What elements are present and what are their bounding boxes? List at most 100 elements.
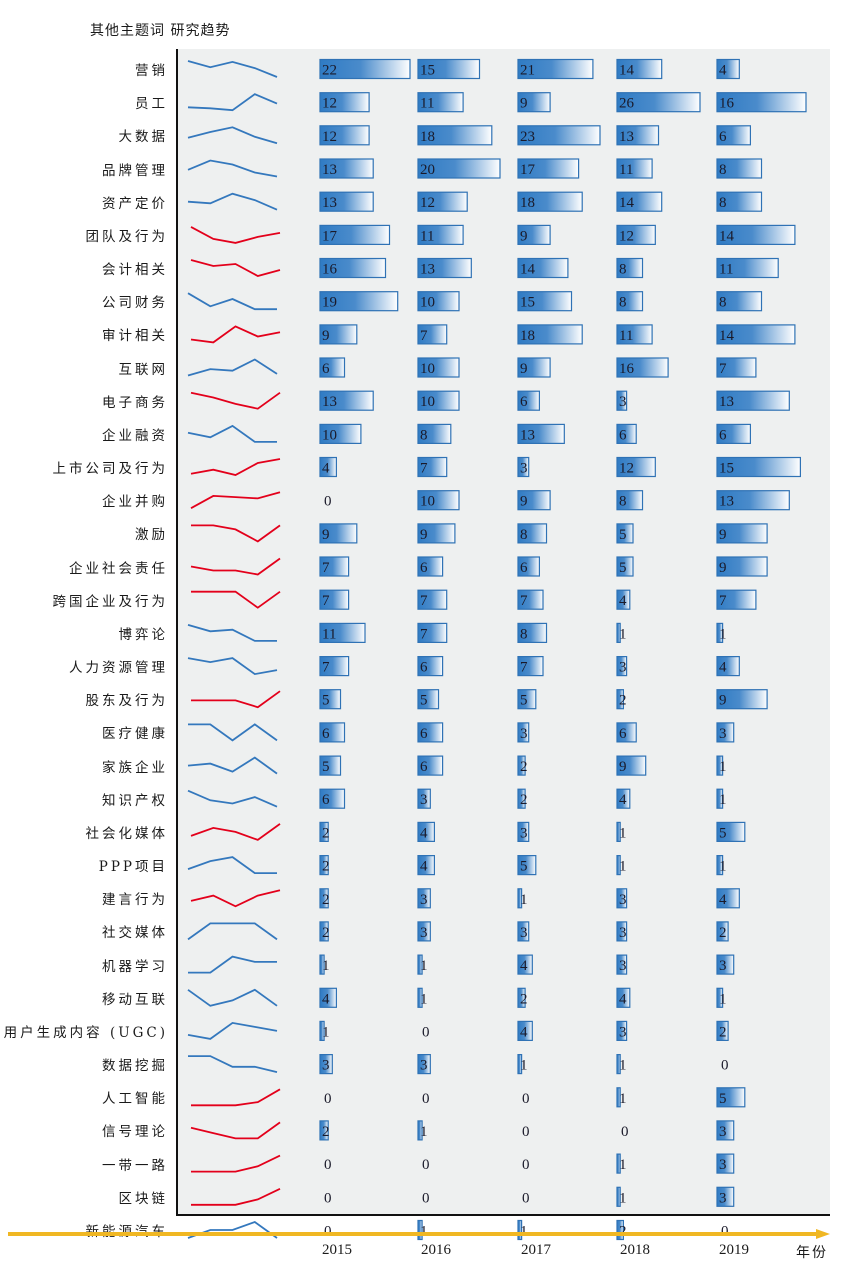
bar-value-label: 22	[322, 63, 337, 79]
bar	[716, 158, 763, 179]
sparkline	[188, 955, 277, 974]
bar	[417, 556, 444, 577]
topic-label: 人力资源管理	[69, 660, 168, 677]
bar	[517, 291, 573, 312]
bar	[319, 423, 362, 444]
bar-value-label: 6	[719, 129, 727, 145]
bar	[319, 58, 411, 80]
bar-value-label: 14	[719, 328, 735, 344]
bar	[616, 589, 631, 610]
bar	[319, 722, 346, 743]
bar-value-label: 5	[520, 859, 528, 875]
bar	[417, 58, 481, 80]
bar-value-label: 9	[520, 494, 528, 510]
bar-value-label: 3	[322, 1058, 330, 1074]
topic-label: 公司财务	[102, 295, 168, 312]
bar-value-label: 2	[322, 925, 330, 941]
bar-value-label: 6	[322, 361, 330, 377]
bar-value-label: 6	[420, 560, 428, 576]
bar-value-label: 18	[520, 328, 535, 344]
bar-value-label: 7	[420, 328, 428, 344]
bar	[417, 1053, 431, 1075]
bar	[616, 1053, 621, 1075]
bar	[616, 158, 653, 179]
bar-value-label: 16	[322, 262, 338, 278]
bar	[716, 490, 790, 511]
bar-value-label: 8	[719, 295, 727, 311]
bar	[319, 821, 329, 843]
bar	[417, 788, 431, 809]
bar	[716, 58, 740, 80]
bar	[716, 722, 735, 743]
year-tick-label: 2017	[521, 1242, 551, 1258]
bar-value-label: 15	[719, 461, 734, 477]
bar-value-label: 5	[322, 693, 330, 709]
bar	[616, 58, 663, 80]
bar	[417, 191, 468, 212]
bar	[517, 1020, 533, 1042]
bar	[417, 357, 460, 378]
bar-value-label: 12	[322, 129, 337, 145]
bar	[517, 954, 533, 975]
bar-value-label: 13	[719, 494, 734, 510]
bar-value-label: 1	[520, 1058, 528, 1074]
topic-label: 股东及行为	[85, 693, 168, 710]
bar	[716, 589, 757, 610]
bar-value-label: 0	[324, 1157, 332, 1173]
bar-value-label: 12	[619, 228, 634, 244]
bar-value-label: 7	[520, 593, 528, 609]
bar-value-label: 13	[420, 262, 435, 278]
bar	[716, 987, 724, 1008]
bar	[517, 92, 551, 113]
bar-value-label: 4	[619, 792, 627, 808]
bar	[716, 224, 796, 245]
bar-value-label: 5	[619, 527, 627, 543]
bar	[417, 456, 448, 478]
bar	[517, 689, 537, 710]
bar-value-label: 6	[322, 792, 330, 808]
bar-value-label: 1	[420, 1124, 428, 1140]
bar	[616, 987, 631, 1008]
bar-value-label: 3	[520, 726, 528, 742]
bar	[517, 987, 526, 1008]
topic-label: 区块链	[118, 1190, 168, 1207]
bar-value-label: 3	[520, 925, 528, 941]
bar-value-label: 7	[420, 626, 428, 642]
bar	[616, 423, 637, 444]
topic-label: 企业社会责任	[69, 560, 168, 577]
bar	[716, 1120, 735, 1141]
bar-value-label: 3	[420, 925, 428, 941]
topic-label: 医疗健康	[102, 726, 168, 743]
bar	[319, 92, 370, 113]
bar	[716, 357, 757, 378]
sparkline	[187, 988, 278, 1007]
bar	[616, 788, 631, 809]
bar	[517, 523, 548, 544]
bar	[517, 125, 601, 146]
bar-value-label: 8	[719, 195, 727, 211]
bar-value-label: 5	[719, 825, 727, 841]
bar	[319, 556, 350, 577]
bar-value-label: 0	[721, 1224, 729, 1240]
sparkline	[190, 458, 281, 476]
bar	[616, 456, 656, 478]
bar-value-label: 2	[322, 859, 330, 875]
bar	[417, 158, 501, 179]
bar	[517, 58, 594, 80]
bar-value-label: 7	[719, 593, 727, 609]
bar	[616, 324, 653, 345]
bar	[417, 722, 444, 743]
bar	[417, 1219, 423, 1241]
bar-value-label: 2	[520, 792, 528, 808]
bar	[417, 589, 448, 610]
bar-value-label: 3	[719, 958, 727, 974]
bar	[616, 1186, 621, 1207]
bar-value-label: 0	[422, 1091, 430, 1107]
bar-value-label: 5	[619, 560, 627, 576]
bar-value-label: 1	[322, 1024, 330, 1040]
bar	[517, 324, 583, 345]
bar	[517, 191, 583, 212]
bar	[417, 987, 423, 1008]
bar	[616, 1153, 621, 1174]
